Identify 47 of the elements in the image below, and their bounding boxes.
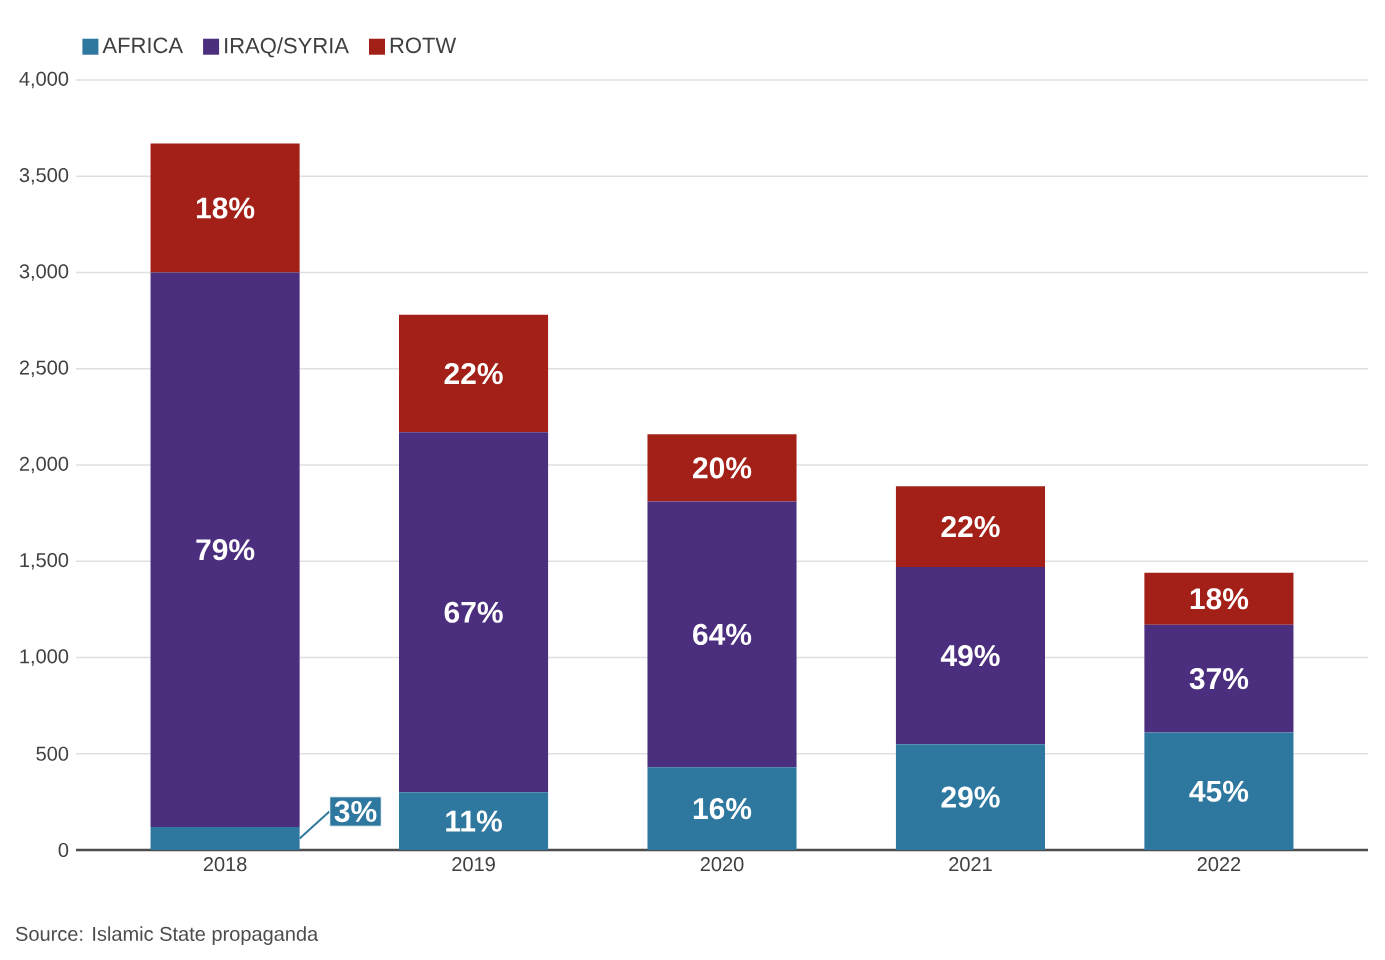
annotation: 37% [1189,668,1249,690]
x-tick-label: 2022 [1197,857,1241,872]
bar [150,272,300,827]
bar [399,432,549,793]
y-tick-label: 3,500 [19,167,69,185]
bar [150,143,300,273]
bar [895,486,1046,568]
bar [1144,572,1294,625]
annotation: 22% [444,362,503,385]
bar [895,744,1046,850]
annotation: 45% [1189,780,1249,802]
annotation: 11% [446,810,502,832]
legend-label: ROTW [390,37,457,54]
bar [647,501,797,768]
annotation: 67% [444,601,503,623]
y-tick-label: 3,000 [19,264,69,281]
bar [1144,624,1294,733]
annotation: 49% [940,644,1000,667]
annotation: 29% [941,786,1000,808]
bar [647,767,797,850]
x-tick-label: 2018 [203,857,247,872]
annotation: 3% [334,800,377,823]
bar [399,314,549,433]
x-tick-label: 2021 [949,857,992,872]
bar [399,792,549,850]
x-tick-label: 2020 [700,857,744,872]
y-tick-label: 1,000 [20,649,69,666]
y-tick-label: 4,000 [19,71,69,89]
annotation: 20% [693,457,752,479]
y-tick-label: 0 [58,842,69,858]
source-note: Source: Islamic State propaganda [15,926,319,945]
bar [647,434,797,502]
annotation: 18% [1190,588,1249,610]
annotation: 64% [693,623,752,646]
x-tick-label: 2019 [452,857,495,872]
legend-label: IRAQ/SYRIA [225,37,349,58]
bar [895,567,1046,745]
y-tick-label: 2,500 [19,360,69,378]
bar [1144,732,1294,850]
y-tick-label: 1,500 [20,552,69,570]
y-tick-label: 500 [36,746,69,761]
annotation: 16% [693,797,752,820]
annotation: 22% [941,516,1000,538]
annotation: 79% [196,539,255,561]
y-tick-label: 2,000 [19,456,69,474]
annotation: 18% [196,197,255,219]
legend-label: AFRICA [102,37,184,54]
